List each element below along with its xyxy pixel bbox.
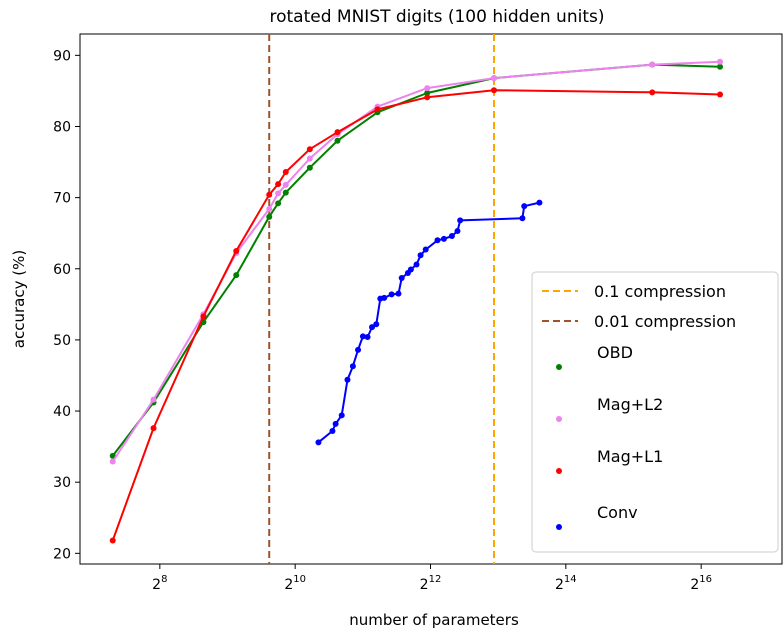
data-point [440,235,447,242]
legend-label: Mag+L2 [597,395,663,414]
data-point [266,191,273,198]
data-point [395,290,402,297]
y-tick-label: 40 [53,404,71,420]
data-point [434,237,441,244]
data-point [266,213,273,220]
data-point [306,155,313,162]
legend-marker [556,416,562,422]
data-point [457,217,464,224]
data-point [275,190,282,197]
data-point [373,321,380,328]
data-point [424,85,431,92]
data-point [369,324,376,331]
y-tick-label: 20 [53,546,71,562]
data-point [717,63,724,70]
data-point [338,412,345,419]
data-point [344,376,351,383]
data-point [359,333,366,340]
y-tick-label: 60 [53,262,71,278]
legend-label: Conv [597,503,638,522]
data-point [398,275,405,282]
data-point [413,261,420,268]
x-tick-label: 212 [420,574,442,593]
reference-lines [268,34,496,564]
legend-label: 0.1 compression [594,282,726,301]
series-layer [109,58,724,544]
data-point [649,61,656,68]
data-point [717,91,724,98]
data-point [519,215,526,222]
data-point [275,200,282,207]
data-point [422,246,429,253]
legend: 0.1 compression 0.01 compression OBD Mag+L2… [531,271,779,553]
x-tick-label: 28 [152,574,167,593]
data-point [150,425,157,432]
y-tick-label: 50 [53,333,71,349]
data-point [388,291,395,298]
data-point [275,181,282,188]
data-point [381,294,388,301]
data-point [329,427,336,434]
data-point [364,334,371,341]
data-point [424,94,431,101]
data-point [109,452,116,459]
data-point [334,137,341,144]
legend-label: Mag+L1 [597,447,663,466]
data-point [233,247,240,254]
legend-marker [556,524,562,530]
data-point [306,146,313,153]
data-point [407,266,414,273]
legend-marker [556,468,562,474]
data-point [717,58,724,65]
y-axis-label: accuracy (%) [10,250,28,348]
data-point [491,75,498,82]
data-point [417,252,424,259]
data-point [521,203,528,210]
data-point [424,90,431,97]
legend-frame [531,271,779,553]
y-tick-label: 80 [53,119,71,135]
data-point [454,228,461,235]
y-tick-label: 70 [53,191,71,207]
series-line-mag-l1 [111,89,721,541]
data-point [315,439,322,446]
y-axis-ticks: 20 30 40 50 60 70 80 90 [53,48,80,562]
x-tick-label: 216 [690,574,712,593]
data-point [282,169,289,176]
legend-label: 0.01 compression [594,312,736,331]
data-point [491,87,498,94]
data-point [200,313,207,320]
data-point [306,164,313,171]
data-point [649,89,656,96]
data-point [332,420,339,427]
data-point [536,199,543,206]
data-point [233,272,240,279]
y-tick-label: 30 [53,475,71,491]
data-point [374,106,381,113]
x-axis-ticks: 28 210 212 214 216 [152,564,712,593]
data-point [109,458,116,465]
x-axis-label: number of parameters [349,611,519,629]
data-point [266,206,273,213]
y-tick-label: 90 [53,48,71,64]
data-point [349,363,356,370]
x-tick-label: 214 [555,574,577,593]
data-point [448,233,455,240]
legend-marker [556,364,562,370]
data-point [150,396,157,403]
data-point [109,537,116,544]
chart-title: rotated MNIST digits (100 hidden units) [270,7,605,27]
data-point [334,129,341,136]
data-point [282,189,289,196]
data-point [355,346,362,353]
legend-label: OBD [597,343,633,362]
data-point [282,181,289,188]
x-tick-label: 210 [284,574,306,593]
